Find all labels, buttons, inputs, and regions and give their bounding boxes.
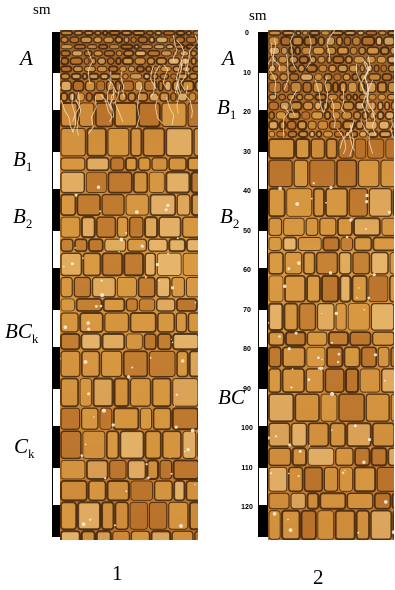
scale-segment <box>258 348 268 388</box>
horizon-label-B2-1: B2 <box>13 205 32 235</box>
depth-tick-label: 20 <box>236 109 258 117</box>
horizon-label-BC-2: BC <box>218 386 245 416</box>
depth-tick-label: 0 <box>236 30 258 38</box>
depth-scale-2 <box>258 32 268 537</box>
horizon-label-A-1: A <box>20 47 33 77</box>
depth-tick-label: 100 <box>236 425 258 433</box>
scale-segment <box>258 427 268 467</box>
depth-unit-label-2: sm <box>249 8 267 25</box>
scale-segment <box>258 72 268 112</box>
depth-tick-label: 30 <box>236 149 258 157</box>
horizon-label-B1-2: B1 <box>217 96 236 126</box>
scale-segment <box>258 467 268 507</box>
soil-profile-photo-2 <box>268 30 394 540</box>
scale-segment <box>258 269 268 309</box>
scale-segment <box>258 309 268 349</box>
depth-tick-label: 10 <box>236 70 258 78</box>
scale-segment <box>258 32 268 72</box>
soil-profile-photo-1 <box>60 30 198 540</box>
profile-caption-1: 1 <box>112 561 123 586</box>
horizon-label-B1-1: B1 <box>13 148 32 178</box>
scale-segment <box>258 151 268 191</box>
depth-tick-label: 110 <box>236 465 258 473</box>
scale-segment <box>258 230 268 270</box>
depth-tick-label: 70 <box>236 307 258 315</box>
scale-segment <box>258 111 268 151</box>
profile-caption-2: 2 <box>313 565 324 590</box>
depth-tick-label: 120 <box>236 504 258 512</box>
depth-tick-label: 80 <box>236 346 258 354</box>
horizon-label-A-2: A <box>222 47 235 77</box>
depth-tick-label: 40 <box>236 188 258 196</box>
depth-tick-label: 60 <box>236 267 258 275</box>
scale-segment <box>258 388 268 428</box>
scale-segment <box>258 190 268 230</box>
depth-unit-label-1: sm <box>33 2 51 19</box>
horizon-label-BCk-1: BCk <box>5 320 38 350</box>
horizon-label-B2-2: B2 <box>220 205 239 235</box>
horizon-label-Ck-1: Ck <box>14 435 35 465</box>
scale-segment <box>258 506 268 537</box>
